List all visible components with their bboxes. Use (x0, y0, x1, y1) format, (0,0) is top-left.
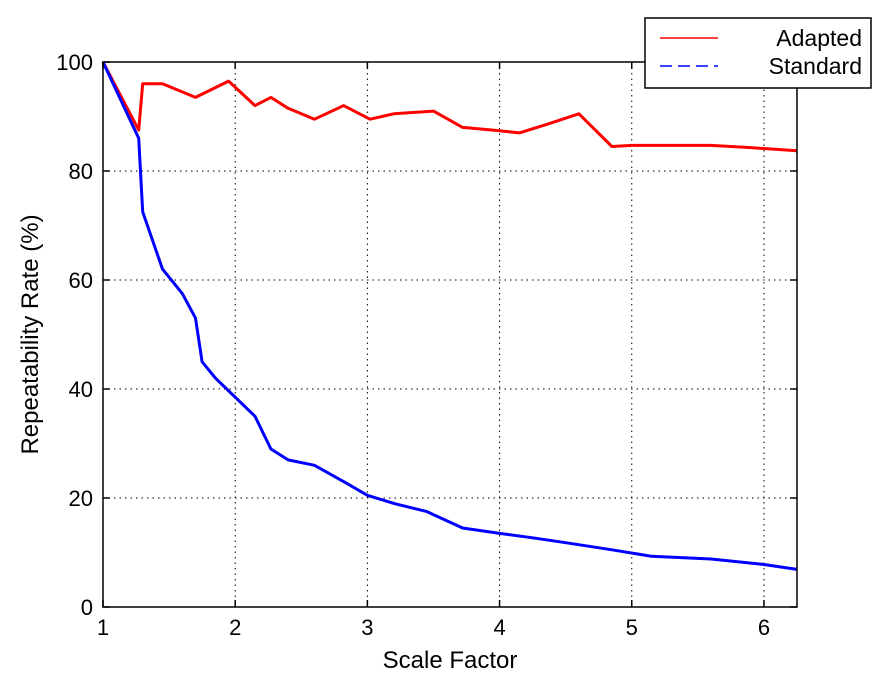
legend-box (644, 17, 872, 89)
legend-label-adapted: Adapted (776, 25, 862, 51)
y-tick-label: 40 (69, 377, 93, 402)
y-tick-label: 60 (69, 268, 93, 293)
series-lines (101, 61, 798, 571)
x-tick-label: 6 (758, 615, 770, 640)
y-tick-label: 0 (81, 595, 93, 620)
x-tick-label: 5 (626, 615, 638, 640)
plot-frame (102, 61, 798, 608)
legend-label-standard: Standard (769, 53, 862, 79)
series-line-standard (101, 61, 798, 571)
x-tick-label: 1 (97, 615, 109, 640)
y-tick-label: 100 (56, 50, 93, 75)
y-tick-label: 80 (69, 159, 93, 184)
x-axis-label: Scale Factor (383, 647, 518, 674)
legend: Adapted Standard (644, 17, 872, 89)
x-tick-label: 4 (493, 615, 505, 640)
y-axis-label: Repeatability Rate (%) (17, 214, 44, 454)
grid-lines (103, 62, 797, 607)
x-tick-label: 2 (229, 615, 241, 640)
series-line-adapted (101, 61, 798, 153)
x-tick-label: 3 (361, 615, 373, 640)
y-tick-label: 20 (69, 486, 93, 511)
